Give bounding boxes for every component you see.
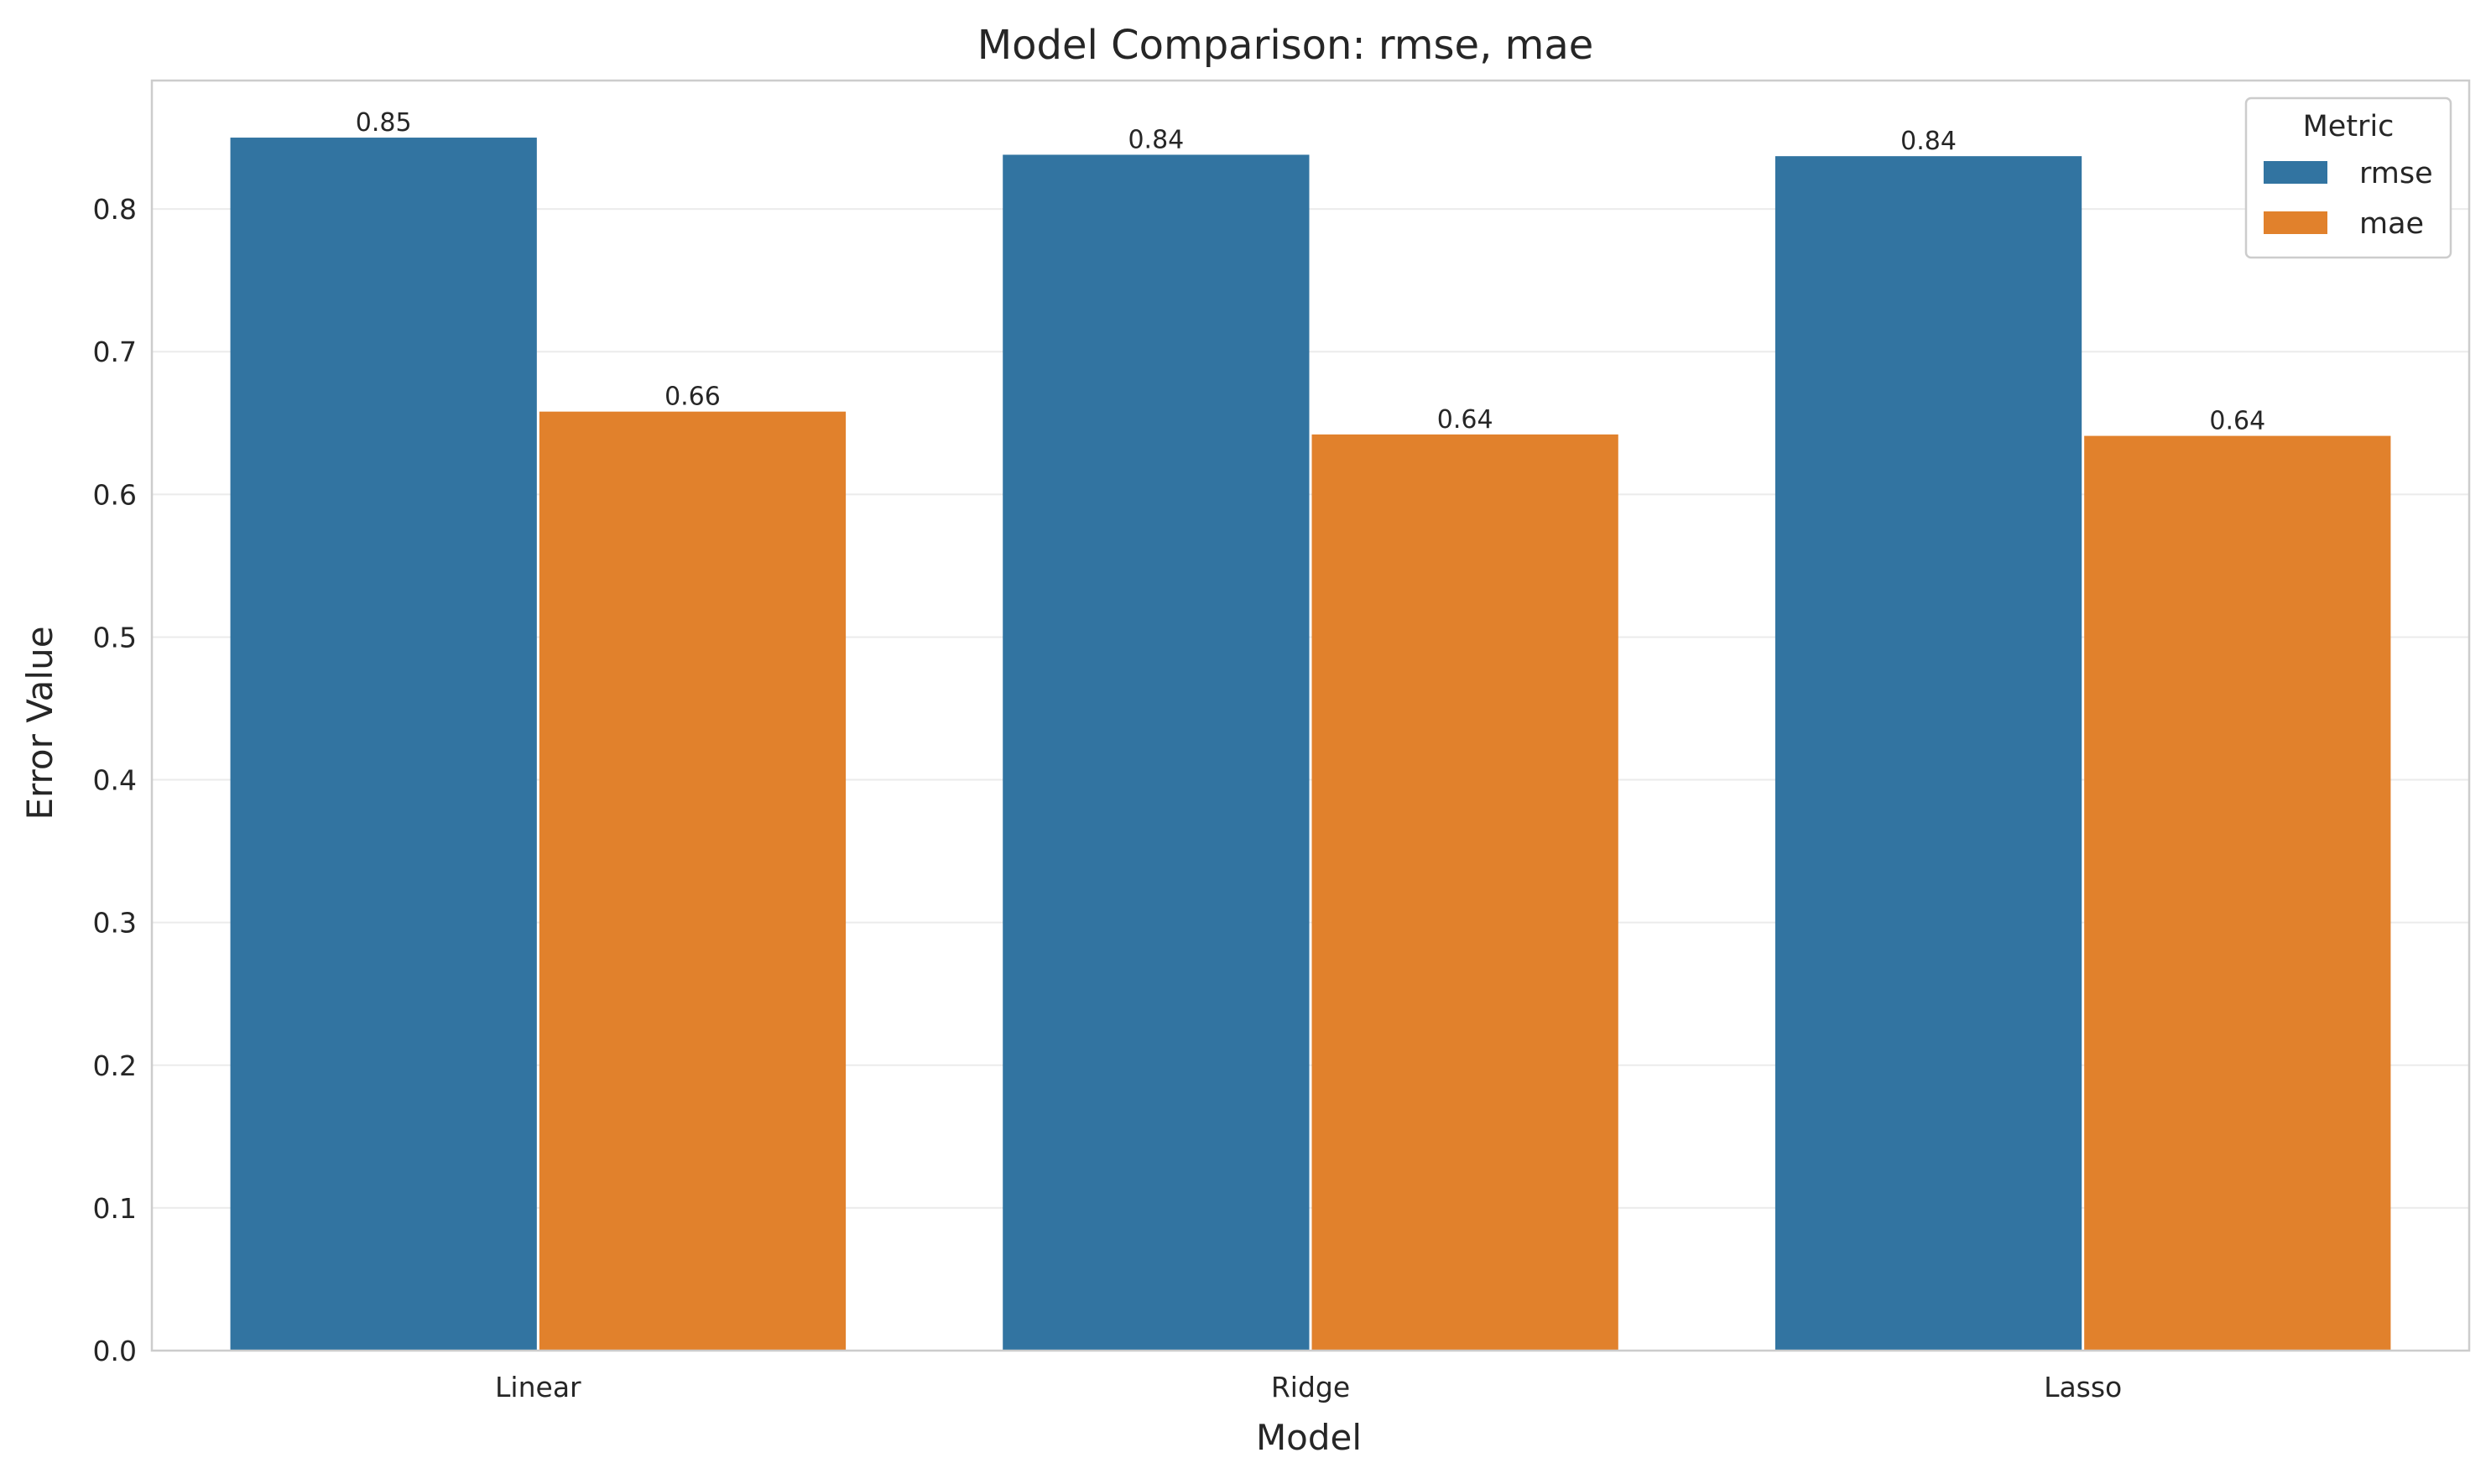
y-tick-label: 0.5 — [93, 621, 137, 653]
x-tick-label: Lasso — [2044, 1371, 2122, 1403]
y-axis-label: Error Value — [19, 626, 60, 820]
legend-label-rmse: rmse — [2359, 157, 2433, 190]
chart-title: Model Comparison: rmse, mae — [977, 22, 1594, 69]
x-tick-label: Ridge — [1271, 1371, 1350, 1403]
data-label: 0.66 — [664, 383, 721, 412]
y-tick-label: 0.7 — [93, 336, 137, 368]
data-label: 0.84 — [1128, 125, 1184, 154]
y-tick-label: 0.8 — [93, 193, 137, 226]
bar-mae-ridge — [1311, 434, 1618, 1351]
bar-rmse-linear — [230, 138, 537, 1351]
bar-rmse-ridge — [1003, 154, 1310, 1351]
y-tick-label: 0.4 — [93, 764, 137, 797]
x-axis-ticks: Linear Ridge Lasso — [495, 1371, 2122, 1403]
bar-mae-linear — [539, 411, 847, 1351]
legend-label-mae: mae — [2359, 207, 2424, 241]
y-tick-label: 0.3 — [93, 907, 137, 940]
x-axis-label: Model — [1256, 1417, 1362, 1458]
bars — [230, 138, 2391, 1351]
data-labels: 0.85 0.66 0.84 0.64 0.84 0.64 — [356, 108, 2265, 436]
data-label: 0.84 — [1900, 127, 1957, 156]
y-tick-label: 0.6 — [93, 478, 137, 511]
bar-mae-lasso — [2084, 435, 2391, 1351]
y-tick-label: 0.1 — [93, 1192, 137, 1225]
legend-swatch-mae — [2264, 211, 2327, 234]
y-axis-ticks: 0.0 0.1 0.2 0.3 0.4 0.5 0.6 0.7 0.8 — [93, 193, 137, 1367]
plot-frame — [150, 79, 2471, 1352]
bar-rmse-lasso — [1774, 156, 2082, 1351]
legend-title: Metric — [2303, 110, 2395, 143]
legend: Metric rmse mae — [2244, 96, 2452, 259]
legend-swatch-rmse — [2264, 161, 2327, 184]
x-tick-label: Linear — [495, 1371, 581, 1403]
data-label: 0.64 — [1437, 405, 1493, 435]
data-label: 0.64 — [2209, 407, 2265, 436]
y-tick-label: 0.2 — [93, 1049, 137, 1082]
data-label: 0.85 — [356, 108, 412, 138]
y-tick-label: 0.0 — [93, 1335, 137, 1367]
